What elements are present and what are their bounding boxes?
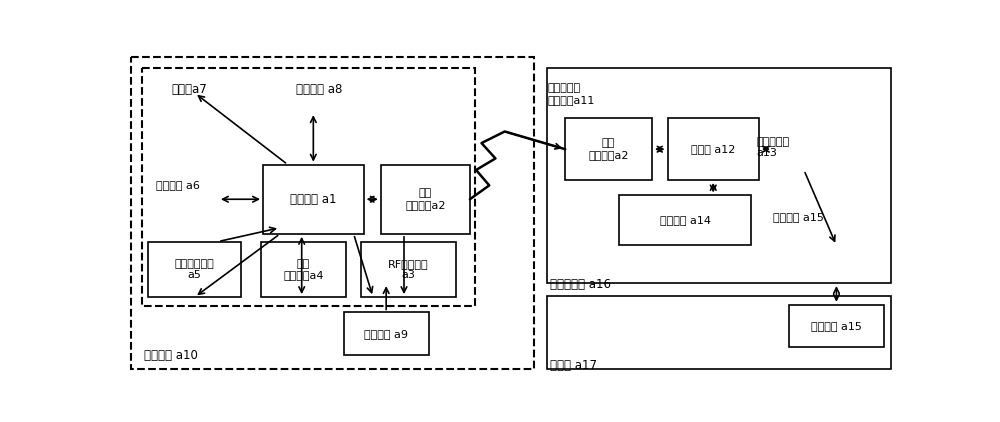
Text: 通信接口 a15: 通信接口 a15 bbox=[773, 212, 824, 222]
Text: 收款终端 a10: 收款终端 a10 bbox=[144, 349, 198, 362]
Text: 控制器 a12: 控制器 a12 bbox=[691, 144, 735, 154]
Bar bbox=[131, 57, 534, 369]
Bar bbox=[789, 305, 884, 347]
Text: 数据暂存器
a13: 数据暂存器 a13 bbox=[756, 137, 789, 159]
Text: 扬声器a7: 扬声器a7 bbox=[172, 83, 207, 96]
Bar bbox=[263, 165, 364, 234]
Bar bbox=[148, 242, 241, 297]
Bar bbox=[565, 119, 652, 180]
Text: 低功耗无线
传输通道a11: 低功耗无线 传输通道a11 bbox=[547, 83, 595, 105]
Bar bbox=[381, 165, 470, 234]
Text: 电子秤 a17: 电子秤 a17 bbox=[550, 359, 597, 372]
Bar bbox=[547, 295, 891, 369]
Bar bbox=[142, 68, 475, 306]
Text: RF读卡模块
a3: RF读卡模块 a3 bbox=[388, 259, 429, 280]
Bar bbox=[361, 242, 456, 297]
Text: 移动
通信模块a4: 移动 通信模块a4 bbox=[283, 259, 324, 280]
Text: 通信接口 a15: 通信接口 a15 bbox=[811, 321, 862, 331]
Bar bbox=[668, 119, 759, 180]
Bar bbox=[344, 312, 429, 355]
Text: 编码采集器 a16: 编码采集器 a16 bbox=[550, 278, 611, 291]
Text: 输入设备 a14: 输入设备 a14 bbox=[660, 215, 711, 225]
Bar bbox=[547, 68, 891, 283]
Bar bbox=[619, 195, 751, 246]
Text: 主处理器 a1: 主处理器 a1 bbox=[290, 193, 337, 206]
Text: 电源模块 a9: 电源模块 a9 bbox=[364, 329, 408, 338]
Text: 无线
通信模块a2: 无线 通信模块a2 bbox=[588, 138, 629, 160]
Bar bbox=[261, 242, 346, 297]
Text: 无线
通信模块a2: 无线 通信模块a2 bbox=[405, 189, 446, 210]
Text: 数据存储模块
a5: 数据存储模块 a5 bbox=[175, 259, 215, 280]
Text: 显示设备 a8: 显示设备 a8 bbox=[296, 83, 342, 96]
Text: 安全模块 a6: 安全模块 a6 bbox=[156, 180, 200, 190]
